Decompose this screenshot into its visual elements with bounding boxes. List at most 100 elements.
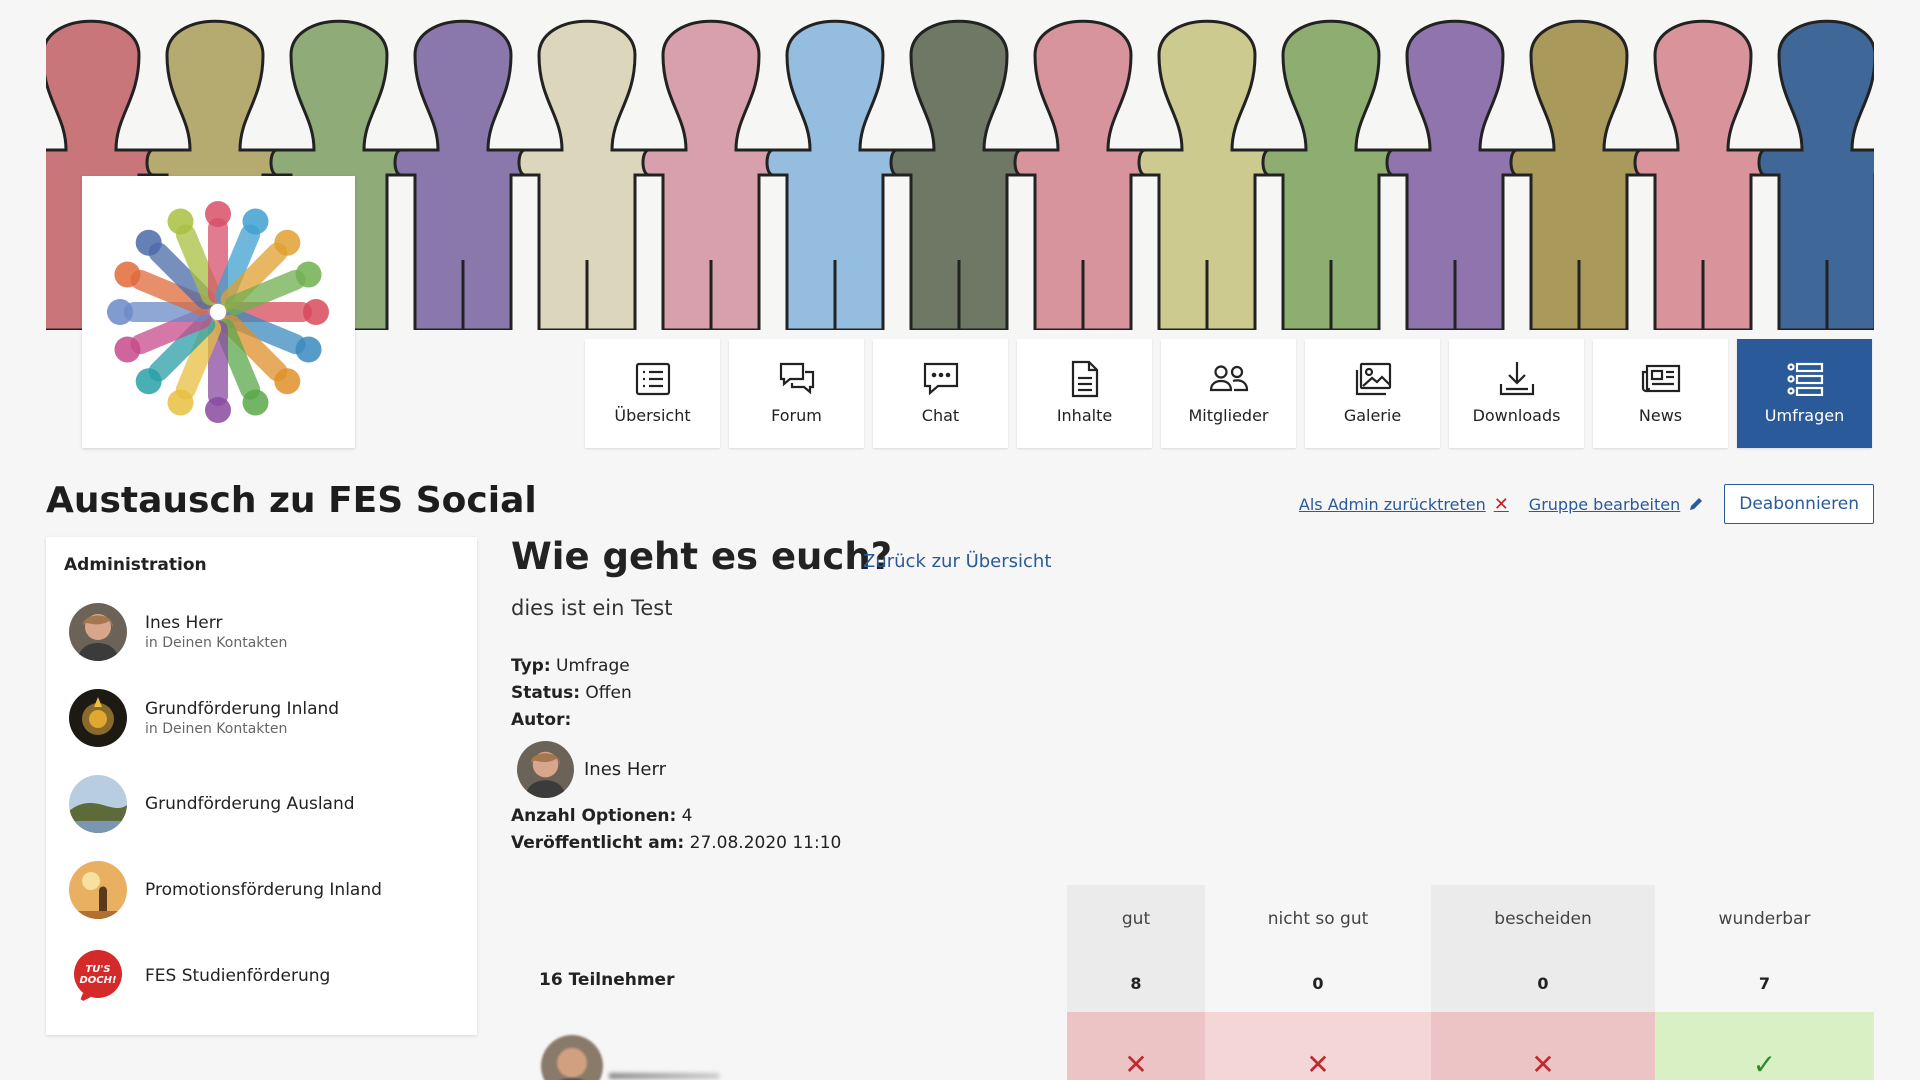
tab-galerie[interactable]: Galerie [1305, 339, 1440, 448]
member-name: Promotionsförderung Inland [145, 880, 382, 900]
option-label: bescheiden [1494, 909, 1592, 929]
avatar [541, 1035, 603, 1080]
option-count: 0 [1537, 973, 1549, 993]
vote-no-icon[interactable]: ✕ [1205, 1012, 1431, 1080]
svg-text:DOCH!: DOCH! [79, 975, 116, 986]
sidebar-member[interactable]: Grundförderung Inland in Deinen Kontakte… [64, 675, 459, 761]
edit-group-label: Gruppe bearbeiten [1528, 494, 1681, 514]
banner-image [46, 0, 1874, 330]
speech-bubble-icon [921, 359, 961, 399]
meta-label: Typ: [511, 656, 551, 676]
member-sub: in Deinen Kontakten [145, 721, 288, 737]
tab-label: Galerie [1343, 406, 1402, 425]
tab-label: Forum [771, 406, 822, 425]
newspaper-icon [1641, 359, 1681, 399]
avatar [69, 603, 127, 661]
meta-label: Veröffentlicht am: [511, 833, 685, 853]
avatar [69, 689, 127, 747]
vote-yes-icon[interactable]: ✓ [1655, 1012, 1874, 1080]
poll-icon [1785, 359, 1825, 399]
group-logo-image [107, 201, 329, 423]
poll-status: Status: Offen [511, 683, 632, 703]
meta-value: Offen [585, 683, 632, 703]
vote-no-icon[interactable]: ✕ [1431, 1012, 1655, 1080]
meta-value: 27.08.2020 11:10 [689, 833, 842, 853]
group-title: Austausch zu FES Social [46, 480, 537, 521]
tab-label: Downloads [1472, 406, 1561, 425]
option-column-bescheiden: bescheiden 0 ✕ [1431, 885, 1655, 1080]
gallery-icon [1353, 359, 1393, 399]
sidebar-member[interactable]: Grundförderung Ausland [64, 761, 459, 847]
participant-count: 16 Teilnehmer [539, 970, 675, 990]
meta-label: Anzahl Optionen: [511, 806, 677, 826]
svg-text:TU'S: TU'S [85, 964, 110, 975]
close-icon: ✕ [1493, 493, 1509, 515]
vote-no-icon[interactable]: ✕ [1067, 1012, 1205, 1080]
poll-published: Veröffentlicht am: 27.08.2020 11:10 [511, 833, 841, 853]
option-column-wunderbar: wunderbar 7 ✓ [1655, 885, 1874, 1080]
member-name: Grundförderung Inland [145, 699, 340, 719]
participant-row [541, 1035, 719, 1080]
group-logo [82, 176, 355, 448]
tab-label: Chat [921, 406, 960, 425]
group-actions: Als Admin zurücktreten ✕ Gruppe bearbeit… [1299, 484, 1874, 524]
tab-umfragen[interactable]: Umfragen [1737, 339, 1872, 448]
meta-value: Umfrage [556, 656, 630, 676]
poll-author-label: Autor: [511, 710, 571, 730]
blurred-name [609, 1073, 719, 1079]
avatar [69, 861, 127, 919]
avatar [517, 741, 574, 798]
tab-label: Umfragen [1764, 406, 1845, 425]
sidebar-heading: Administration [64, 555, 207, 575]
tab-chat[interactable]: Chat [873, 339, 1008, 448]
back-to-overview-link[interactable]: Zurück zur Übersicht [863, 551, 1052, 572]
unsubscribe-button[interactable]: Deabonnieren [1724, 484, 1874, 524]
option-count: 8 [1130, 973, 1142, 993]
edit-group-link[interactable]: Gruppe bearbeiten [1529, 495, 1704, 514]
admin-sidebar: Administration Ines Herr in Deinen Konta… [46, 537, 477, 1035]
poll-description: dies ist ein Test [511, 596, 673, 620]
tab-news[interactable]: News [1593, 339, 1728, 448]
chat-bubbles-icon [777, 359, 817, 399]
option-count: 7 [1758, 973, 1771, 993]
member-name: FES Studienförderung [145, 966, 331, 986]
member-name: Grundförderung Ausland [145, 794, 355, 814]
poll-type: Typ: Umfrage [511, 656, 630, 676]
tab-label: Übersicht [614, 406, 691, 425]
leave-admin-link[interactable]: Als Admin zurücktreten ✕ [1299, 494, 1509, 515]
option-label: nicht so gut [1267, 909, 1369, 929]
meta-label: Autor: [511, 710, 572, 730]
tab-label: Inhalte [1056, 406, 1113, 425]
option-label: gut [1121, 909, 1151, 929]
option-column-nicht-so-gut: nicht so gut 0 ✕ [1205, 885, 1431, 1080]
pencil-icon [1690, 498, 1703, 510]
tab-inhalte[interactable]: Inhalte [1017, 339, 1152, 448]
avatar: TU'S DOCH! [69, 947, 127, 1005]
list-icon [633, 359, 673, 399]
sidebar-member[interactable]: TU'S DOCH! FES Studienförderung [64, 933, 459, 1019]
tab-label: News [1638, 406, 1683, 425]
tab-label: Mitglieder [1188, 406, 1269, 425]
leave-admin-label: Als Admin zurücktreten [1298, 494, 1486, 514]
poll-author[interactable]: Ines Herr [517, 741, 666, 798]
member-name: Ines Herr [145, 613, 223, 633]
document-icon [1065, 359, 1105, 399]
sidebar-member[interactable]: Ines Herr in Deinen Kontakten [64, 589, 459, 675]
member-sub: in Deinen Kontakten [145, 635, 288, 651]
option-column-gut: gut 8 ✕ [1067, 885, 1205, 1080]
tab-downloads[interactable]: Downloads [1449, 339, 1584, 448]
group-nav-tabs: Übersicht Forum Chat Inhalte Mitglieder … [585, 339, 1872, 448]
sidebar-member[interactable]: Promotionsförderung Inland [64, 847, 459, 933]
tab-forum[interactable]: Forum [729, 339, 864, 448]
tab-uebersicht[interactable]: Übersicht [585, 339, 720, 448]
poll-title: Wie geht es euch? [511, 535, 893, 578]
members-icon [1209, 359, 1249, 399]
poll-options-count: Anzahl Optionen: 4 [511, 806, 693, 826]
option-count: 0 [1312, 973, 1324, 993]
group-banner [46, 0, 1874, 330]
meta-label: Status: [511, 683, 580, 703]
tab-mitglieder[interactable]: Mitglieder [1161, 339, 1296, 448]
avatar [69, 775, 127, 833]
author-name: Ines Herr [584, 759, 666, 780]
option-label: wunderbar [1718, 909, 1811, 929]
